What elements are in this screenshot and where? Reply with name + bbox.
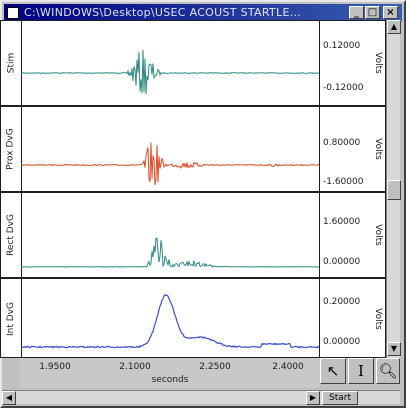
document-icon [7, 7, 19, 19]
channel-label-int-dvg[interactable]: Int DvG [6, 302, 17, 336]
cursor-tool-button[interactable]: I [348, 358, 374, 384]
pointer-tool-button[interactable]: ↖ [320, 358, 346, 384]
channel-separator [1, 105, 387, 107]
unit-label-int-dvg: Volts [373, 308, 383, 330]
zoom-tool-button[interactable]: 🔍︎ [376, 358, 400, 384]
label-column-divider [21, 21, 22, 359]
scale-bottom-rect-dvg[interactable]: 0.00000 [323, 257, 361, 267]
window-title: C:\WINDOWS\Desktop\USEC ACOUST STARTLE..… [24, 6, 302, 19]
maximize-button[interactable]: □ [365, 6, 380, 19]
scroll-left-arrow-icon[interactable]: ◀ [2, 391, 16, 405]
magnifier-icon: 🔍︎ [378, 362, 398, 380]
horizontal-scrollbar[interactable]: ◀ ▶ Start [2, 390, 400, 405]
close-button[interactable]: × [383, 6, 398, 19]
scale-top-stim[interactable]: 0.12000 [323, 41, 361, 51]
scale-bottom-prox-dvg[interactable]: -1.60000 [323, 177, 364, 187]
minimize-button[interactable]: _ [349, 6, 364, 19]
scroll-down-arrow-icon[interactable]: ▼ [387, 342, 401, 356]
vertical-scroll-thumb[interactable] [387, 180, 401, 200]
scale-top-prox-dvg[interactable]: 0.80000 [323, 138, 361, 148]
channel-label-rect-dvg[interactable]: Rect DvG [6, 214, 16, 256]
prox-dvg-trace [21, 142, 319, 185]
unit-label-stim: Volts [373, 52, 383, 74]
start-button[interactable]: Start [322, 391, 358, 405]
scale-bottom-int-dvg[interactable]: 0.00000 [323, 337, 361, 347]
int-dvg-trace [21, 293, 319, 349]
scroll-right-arrow-icon[interactable]: ▶ [306, 391, 320, 405]
scale-bottom-stim[interactable]: -0.12000 [323, 83, 364, 93]
x-tick: 2.2500 [199, 362, 231, 372]
stim-trace [21, 49, 319, 94]
channel-separator [1, 277, 387, 279]
scale-top-rect-dvg[interactable]: 1.60000 [323, 217, 361, 227]
x-tick: 1.9500 [39, 362, 71, 372]
channel-label-stim[interactable]: Stim [6, 52, 17, 74]
scale-column-divider [319, 21, 320, 359]
x-tick: 2.4000 [272, 362, 304, 372]
x-axis-label: seconds [151, 375, 189, 385]
unit-label-rect-dvg: Volts [373, 224, 383, 246]
vertical-scrollbar[interactable]: ▲ ▼ [386, 20, 401, 358]
i-beam-icon: I [358, 362, 364, 380]
scroll-up-arrow-icon[interactable]: ▲ [387, 20, 401, 34]
pointer-arrow-icon: ↖ [326, 362, 340, 380]
unit-label-prox-dvg: Volts [373, 138, 383, 160]
scale-top-int-dvg[interactable]: 0.20000 [323, 297, 361, 307]
trace-area[interactable]: Stim Prox DvG Rect DvG Int DvG Volts Vol… [0, 20, 387, 359]
rect-dvg-trace [21, 237, 319, 268]
channel-separator [1, 191, 387, 193]
x-tick: 2.1000 [119, 362, 151, 372]
x-axis: 1.9500 2.1000 2.2500 2.4000 seconds [20, 358, 320, 388]
title-bar[interactable]: C:\WINDOWS\Desktop\USEC ACOUST STARTLE..… [4, 4, 402, 22]
channel-label-prox-dvg[interactable]: Prox DvG [6, 128, 17, 170]
